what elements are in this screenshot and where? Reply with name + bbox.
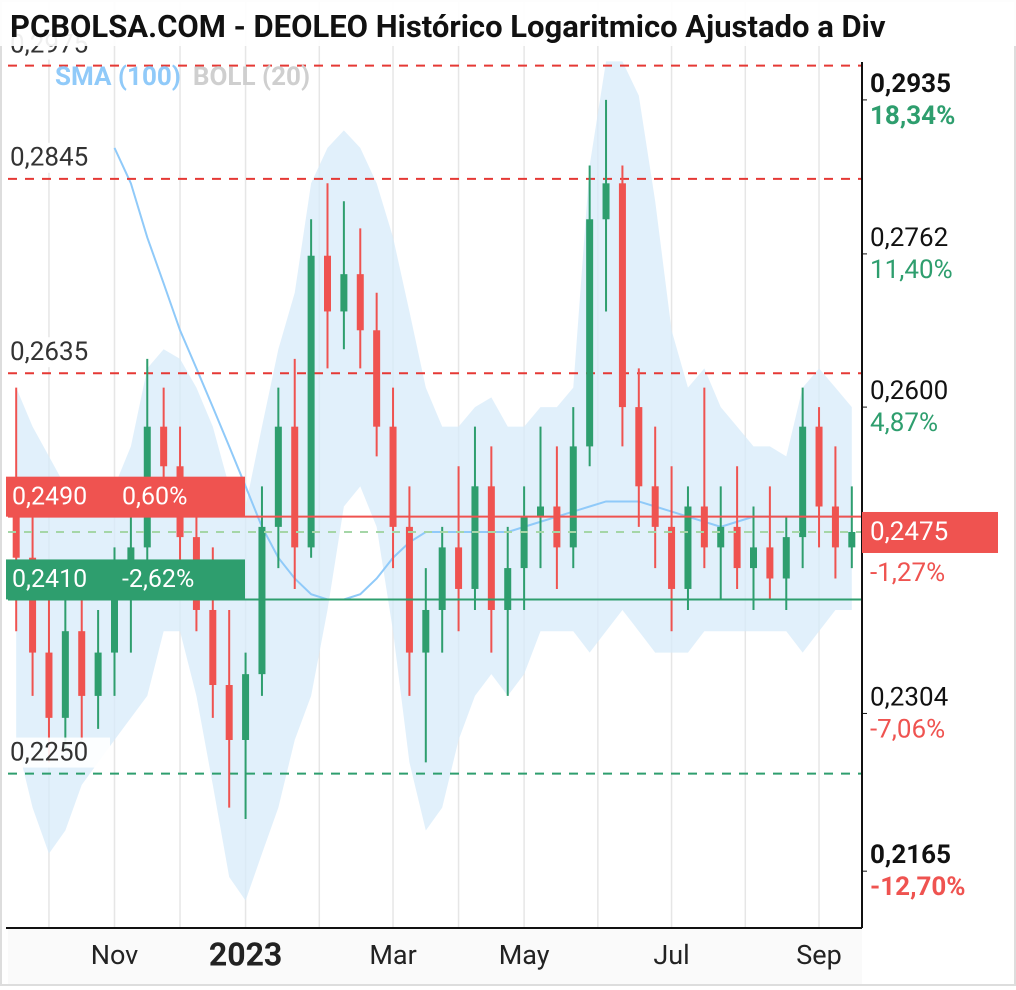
candle-body (537, 506, 544, 517)
last-price-label: 0,2475 (870, 517, 948, 547)
candle-body (160, 426, 168, 467)
candle-body (733, 526, 741, 569)
y-tick-change: 11,40% (870, 255, 953, 285)
candle-body (750, 547, 757, 569)
candle-body (651, 486, 659, 527)
x-tick-label: May (499, 939, 550, 971)
candle-body (700, 506, 708, 548)
candle-body (471, 486, 479, 589)
candle-body (717, 526, 725, 548)
candle-body (324, 255, 331, 312)
x-tick-label: 2023 (209, 935, 282, 973)
candle-body (356, 274, 364, 331)
candle-body (389, 426, 397, 527)
candle-body (111, 599, 118, 653)
candle-body (553, 506, 561, 548)
candle-body (668, 526, 676, 589)
x-tick-label: Sep (796, 939, 842, 971)
candle-body (242, 674, 250, 740)
candle-body (504, 568, 512, 610)
candle-body (307, 255, 315, 548)
candle-body (258, 526, 266, 675)
candle-body (78, 631, 86, 696)
candle-body (29, 557, 37, 653)
last-price-change: -1,27% (870, 558, 945, 588)
candle-body (291, 426, 299, 548)
candle-body (602, 183, 610, 220)
level-label-bg (6, 337, 110, 368)
bollinger-band (16, 61, 852, 901)
candle-body (684, 506, 692, 589)
candle-body (815, 426, 823, 507)
candle-body (586, 219, 594, 447)
y-tick-change: -7,06% (870, 714, 945, 744)
y-tick-label: 0,2762 (870, 223, 948, 253)
candle-body (12, 506, 20, 558)
candle-body (455, 547, 463, 589)
y-tick-change: 18,34% (870, 101, 955, 131)
candle-body (766, 547, 774, 579)
x-tick-label: Nov (91, 939, 139, 971)
level-label: 0,2635 (10, 337, 88, 367)
price-change: 0,60% (122, 482, 187, 511)
candle-body (340, 274, 348, 312)
candle-body (635, 407, 643, 487)
price-label: 0,2410 (12, 565, 87, 594)
x-axis-band (8, 929, 862, 985)
price-box (6, 559, 245, 600)
candle-body (520, 516, 528, 569)
candle-body (405, 526, 413, 653)
x-tick-label: Mar (369, 939, 416, 971)
candle-body (438, 547, 446, 610)
candle-body (225, 685, 233, 740)
candle-body (373, 330, 381, 427)
y-tick-change: 4,87% (870, 408, 938, 438)
candle-body (61, 631, 69, 718)
candle-body (487, 486, 495, 610)
price-label: 0,2490 (12, 482, 87, 511)
y-tick-label: 0,2600 (870, 376, 948, 406)
chart-title: PCBOLSA.COM - DEOLEO Histórico Logaritmi… (10, 8, 886, 45)
candle-body (799, 426, 807, 538)
price-box (6, 476, 245, 517)
y-tick-label: 0,2304 (870, 682, 949, 712)
candle-body (422, 609, 430, 653)
level-label: 0,2845 (10, 143, 88, 173)
level-label: 0,2250 (10, 737, 88, 767)
candle-body (209, 609, 217, 686)
y-tick-label: 0,2935 (870, 69, 951, 99)
last-price-box (862, 511, 998, 553)
x-tick-label: Jul (653, 939, 689, 971)
candle-body (848, 531, 856, 548)
candle-body (274, 426, 282, 527)
candle-body (45, 652, 53, 718)
candle-body (782, 537, 790, 579)
price-change: -2,62% (122, 565, 194, 594)
y-tick-label: 0,2165 (870, 840, 951, 870)
level-label-bg (6, 737, 110, 768)
candle-body (569, 446, 577, 548)
candle-body (618, 183, 626, 408)
legend-entry: SMA (100) (55, 62, 181, 92)
candle-body (831, 506, 839, 548)
y-tick-change: -12,70% (870, 872, 966, 902)
title-bg (0, 0, 1016, 46)
legend-entry: BOLL (20) (193, 62, 310, 92)
level-label-bg (6, 142, 110, 173)
candle-body (94, 652, 102, 696)
sma-line (113, 147, 852, 601)
